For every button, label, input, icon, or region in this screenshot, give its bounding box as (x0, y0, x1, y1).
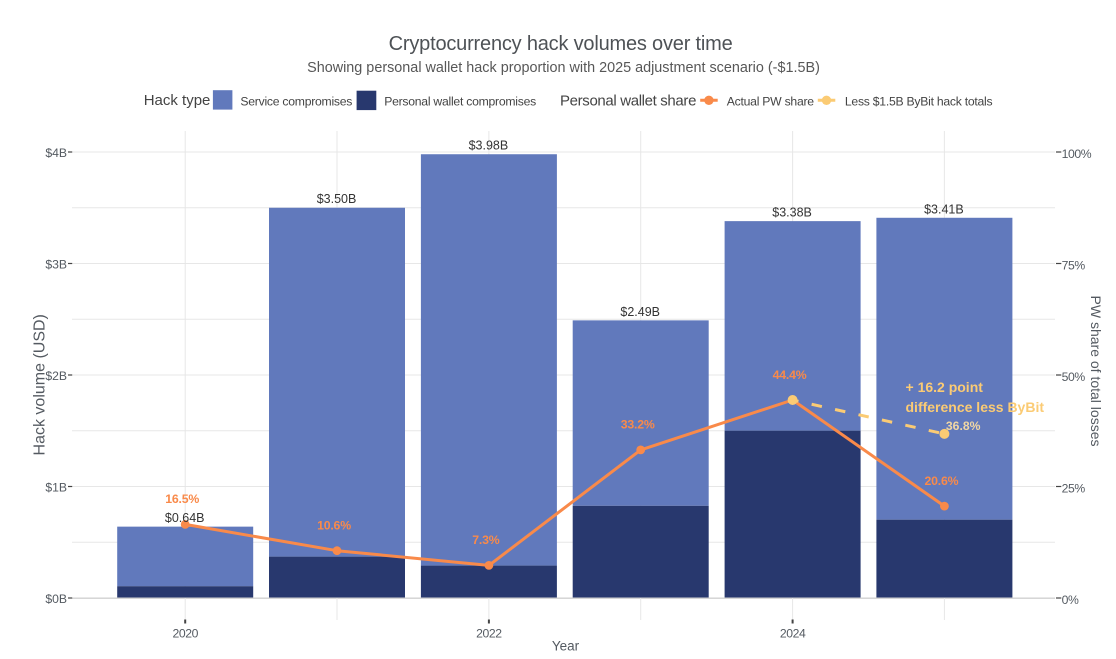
svg-text:Showing personal wallet hack p: Showing personal wallet hack proportion … (307, 60, 820, 76)
svg-text:75%: 75% (1062, 259, 1086, 273)
svg-text:100%: 100% (1062, 147, 1092, 161)
svg-text:$4B: $4B (45, 146, 67, 160)
svg-text:Actual PW share: Actual PW share (727, 94, 814, 108)
svg-text:$0B: $0B (45, 592, 67, 606)
svg-text:10.6%: 10.6% (317, 519, 351, 533)
svg-text:Year: Year (552, 639, 580, 654)
svg-text:33.2%: 33.2% (621, 418, 655, 432)
svg-text:Hack volume (USD): Hack volume (USD) (32, 314, 49, 455)
svg-text:2022: 2022 (476, 627, 502, 641)
svg-text:$3.50B: $3.50B (317, 192, 357, 206)
svg-text:25%: 25% (1062, 482, 1086, 496)
svg-text:$2B: $2B (45, 369, 67, 383)
svg-text:0%: 0% (1062, 593, 1079, 607)
svg-text:Cryptocurrency hack volumes ov: Cryptocurrency hack volumes over time (389, 33, 733, 55)
svg-text:36.8%: 36.8% (946, 419, 981, 433)
svg-text:20.6%: 20.6% (924, 474, 958, 488)
svg-text:7.3%: 7.3% (472, 533, 499, 547)
svg-text:Less $1.5B ByBit hack totals: Less $1.5B ByBit hack totals (845, 94, 993, 108)
svg-text:$1B: $1B (45, 481, 67, 495)
svg-text:+ 16.2 point: + 16.2 point (906, 379, 984, 395)
svg-text:Personal wallet compromises: Personal wallet compromises (384, 94, 536, 108)
svg-text:$3.38B: $3.38B (772, 206, 812, 220)
svg-text:difference less ByBit: difference less ByBit (906, 399, 1045, 415)
svg-text:44.4%: 44.4% (773, 368, 807, 382)
svg-text:$3B: $3B (45, 258, 67, 272)
svg-text:PW share of total losses: PW share of total losses (1088, 296, 1104, 447)
svg-text:2024: 2024 (780, 627, 806, 641)
svg-text:2020: 2020 (172, 627, 198, 641)
svg-text:Service compromises: Service compromises (240, 94, 352, 108)
svg-text:$3.98B: $3.98B (469, 139, 509, 153)
svg-text:$0.64B: $0.64B (165, 511, 205, 525)
svg-text:50%: 50% (1062, 370, 1086, 384)
svg-text:$3.41B: $3.41B (924, 202, 964, 216)
svg-text:$2.49B: $2.49B (620, 305, 660, 319)
svg-text:Personal wallet share: Personal wallet share (560, 92, 696, 109)
svg-text:16.5%: 16.5% (165, 492, 199, 506)
svg-text:Hack type: Hack type (144, 92, 211, 109)
